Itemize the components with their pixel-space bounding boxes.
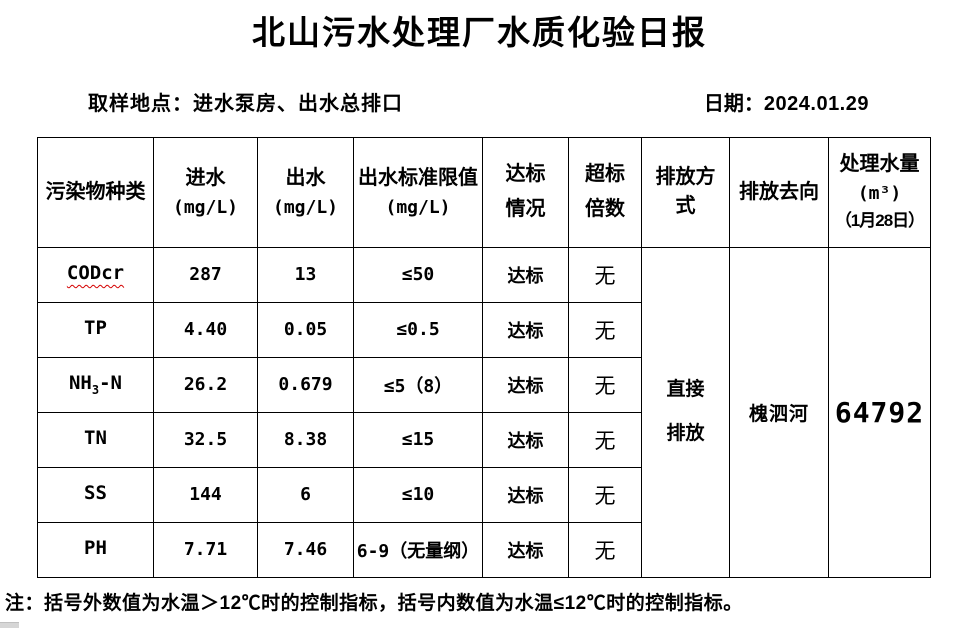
col-header-volume: 处理水量 (m³) （1月28日） [828,136,931,248]
table-row-tp: TP 4.40 0.05 ≤0.5 达标 无 [37,301,931,358]
col-header-discharge-mode: 排放方式 [641,136,730,248]
col-header-influent: 进水 (mg/L) [153,136,258,248]
compliance-cell: 达标 [482,356,569,413]
water-quality-table: 污染物种类 进水 (mg/L) 出水 (mg/L) 出水标准限值 (mg/L) … [37,136,931,578]
sampling-location-label: 取样地点：进水泵房、出水总排口 [88,92,403,115]
pollutant-name-cell: NH3-N [37,356,154,413]
table-row-ss: SS 144 6 ≤10 达标 无 [37,466,931,523]
spellcheck-squiggle-text: CODcr [66,262,125,285]
treated-volume-cell: 64792 [828,246,931,578]
table-row-codcr: CODcr 287 13 ≤50 达标 无 直接排放 槐泗河 64792 [37,246,931,578]
col-header-pollutant: 污染物种类 [37,136,154,248]
volume-date-note: （1月28日） [834,211,925,231]
influent-cell: 26.2 [153,356,258,413]
col-header-limit: 出水标准限值 (mg/L) [353,136,483,248]
exceed-cell: 无 [568,521,642,578]
influent-cell: 287 [153,246,258,303]
effluent-cell: 0.679 [257,356,354,413]
discharge-destination-cell: 槐泗河 [729,246,829,578]
limit-cell: ≤50 [353,246,483,303]
limit-cell: 6-9（无量纲） [353,521,483,578]
table-row-tn: TN 32.5 8.38 ≤15 达标 无 [37,411,931,468]
influent-cell: 32.5 [153,411,258,468]
pollutant-name-cell: TN [37,411,154,468]
influent-cell: 7.71 [153,521,258,578]
date-label: 日期： [703,92,764,115]
limit-cell: ≤0.5 [353,301,483,358]
footnote: 注：括号外数值为水温＞12℃时的控制指标，括号内数值为水温≤12℃时的控制指标。 [5,592,743,614]
influent-unit: (mg/L) [172,196,239,218]
volume-unit: (m³) [857,183,902,205]
effluent-cell: 7.46 [257,521,354,578]
col-header-compliance: 达标情况 [482,136,569,248]
compliance-cell: 达标 [482,411,569,468]
compliance-cell: 达标 [482,246,569,303]
report-date: 日期：2024.01.29 [704,87,869,116]
exceed-cell: 无 [568,411,642,468]
discharge-mode-cell: 直接排放 [641,246,730,578]
table-header-row: 污染物种类 进水 (mg/L) 出水 (mg/L) 出水标准限值 (mg/L) … [37,136,931,248]
influent-cell: 144 [153,466,258,523]
compliance-cell: 达标 [482,466,569,523]
col-header-effluent: 出水 (mg/L) [257,136,354,248]
meta-row: 取样地点：进水泵房、出水总排口 日期：2024.01.29 [0,87,959,116]
pollutant-name-cell: PH [37,521,154,578]
effluent-cell: 8.38 [257,411,354,468]
bottom-left-scrollbar-artifact [0,622,19,628]
exceed-cell: 无 [568,356,642,413]
limit-unit: (mg/L) [385,196,451,218]
compliance-cell: 达标 [482,521,569,578]
pollutant-name-cell: TP [37,301,154,358]
effluent-cell: 0.05 [257,301,354,358]
limit-cell: ≤10 [353,466,483,523]
table-row-ph: PH 7.71 7.46 6-9（无量纲） 达标 无 [37,521,931,578]
limit-cell: ≤15 [353,411,483,468]
influent-cell: 4.40 [153,301,258,358]
pollutant-name-cell: SS [37,466,154,523]
compliance-cell: 达标 [482,301,569,358]
col-header-exceed: 超标倍数 [568,136,642,248]
exceed-cell: 无 [568,301,642,358]
effluent-unit: (mg/L) [272,196,339,218]
pollutant-name-cell: CODcr [37,246,154,303]
exceed-cell: 无 [568,466,642,523]
effluent-cell: 6 [257,466,354,523]
exceed-cell: 无 [568,246,642,303]
effluent-cell: 13 [257,246,354,303]
date-value: 2024.01.29 [763,92,869,115]
col-header-discharge-destination: 排放去向 [729,136,829,248]
limit-cell: ≤5（8） [353,356,483,413]
page-title: 北山污水处理厂水质化验日报 [252,14,707,51]
table-row-nh3n: NH3-N 26.2 0.679 ≤5（8） 达标 无 [37,356,931,413]
